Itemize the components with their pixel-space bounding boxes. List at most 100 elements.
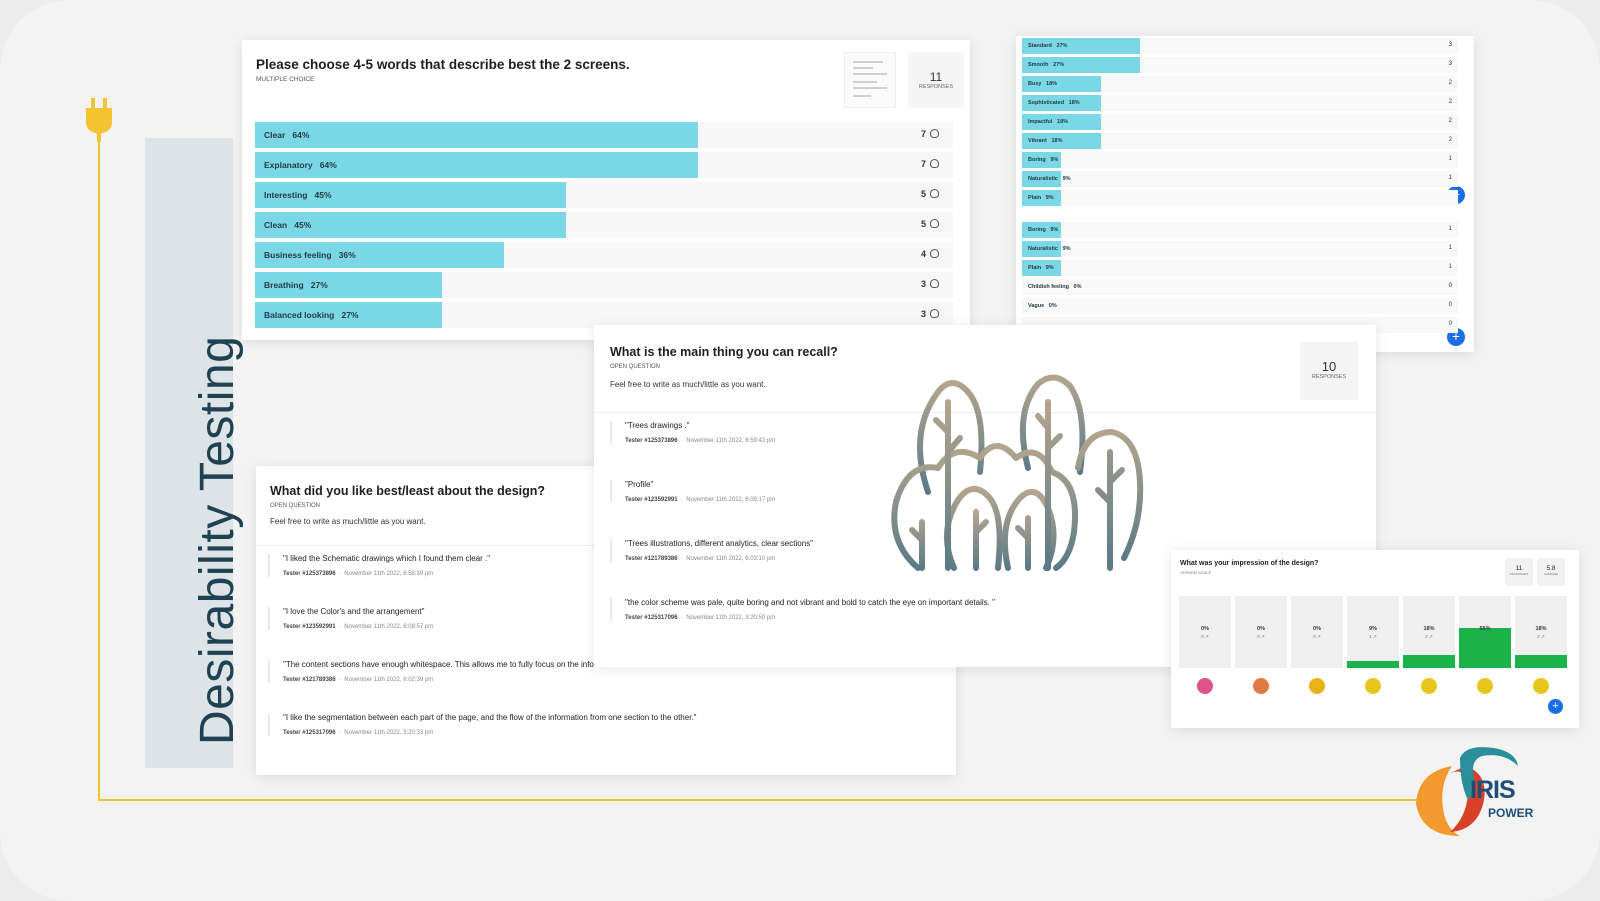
- answer-meta: Tester #121789386 · November 11th 2022, …: [625, 556, 776, 562]
- tester-id: Tester #125373896: [283, 571, 336, 577]
- choice-pct: 9%: [1050, 157, 1059, 163]
- choice-row: Vibrant 18% 2: [1022, 133, 1458, 149]
- choice-bar: [1022, 171, 1062, 187]
- person-icon: [930, 279, 939, 288]
- choice-label: Busy 18%: [1028, 81, 1057, 87]
- choice-text: Explanatory: [264, 160, 313, 170]
- choice-count: 2: [1449, 118, 1452, 124]
- tester-id: Tester #121789386: [283, 677, 336, 683]
- choice-count: 3: [1449, 42, 1452, 48]
- question-title: What did you like best/least about the d…: [270, 484, 546, 498]
- emoji-face-icon: [1253, 678, 1269, 694]
- tester-id: Tester #125317096: [625, 615, 678, 621]
- question-title: What was your impression of the design?: [1180, 560, 1319, 567]
- choice-count: 4: [921, 249, 939, 259]
- count-value: 1: [1448, 175, 1452, 181]
- choice-pct: 18%: [1057, 119, 1069, 125]
- choice-bar: [1022, 133, 1101, 149]
- choice-row: Balanced looking 27% 3: [255, 302, 953, 328]
- choice-pct: 45%: [314, 190, 332, 200]
- answer-date: November 11th 2022, 6:03:10 pm: [686, 556, 776, 562]
- choice-count: 7: [921, 129, 939, 139]
- tester-id: Tester #123592991: [625, 497, 678, 503]
- choice-count: 1: [1449, 226, 1452, 232]
- divider: [594, 412, 1376, 413]
- choice-pct: 18%: [1068, 100, 1080, 106]
- choice-row: Plain 9% 1: [1022, 260, 1458, 276]
- choice-count: 2: [1449, 99, 1452, 105]
- choice-label: Explanatory 64%: [264, 160, 337, 170]
- count-value: 3: [920, 279, 926, 289]
- choice-row: Childish feeling 0% 0: [1022, 279, 1458, 295]
- question-type: OPINION SCALE: [1180, 570, 1212, 575]
- choice-text: Busy: [1028, 81, 1042, 87]
- scale-column: 0% 0 ↗: [1179, 596, 1231, 668]
- choice-row: Interesting 45% 5: [255, 182, 953, 208]
- emoji-face-icon: [1365, 678, 1381, 694]
- choice-row: Impactful 18% 2: [1022, 114, 1458, 130]
- choice-pct: 18%: [1051, 138, 1063, 144]
- question-type: OPEN QUESTION: [610, 364, 661, 370]
- choice-row: Smooth 27% 3: [1022, 57, 1458, 73]
- answer-text: "The content sections have enough whites…: [283, 660, 626, 669]
- choice-bar: [255, 242, 505, 268]
- answer-date: November 11th 2022, 3:20:50 pm: [686, 615, 776, 621]
- scale-bar: [1347, 661, 1399, 668]
- answer-meta: Tester #123592991 · November 11th 2022, …: [625, 497, 776, 503]
- answer-item: "I liked the Schematic drawings which I …: [268, 554, 490, 577]
- emoji-face-icon: [1477, 678, 1493, 694]
- tester-id: Tester #123592991: [283, 624, 336, 630]
- scale-column: 9% 1 ↗: [1347, 596, 1399, 668]
- choice-label: Clean 45%: [264, 220, 311, 230]
- choice-pct: 64%: [319, 160, 337, 170]
- choice-label: Childish feeling 0%: [1028, 284, 1082, 290]
- scale-bar: [1403, 654, 1455, 668]
- person-icon: [930, 159, 939, 168]
- choice-row: Naturalistic 9% 1: [1022, 171, 1458, 187]
- choice-text: Boring: [1028, 157, 1046, 163]
- answer-meta: Tester #125373896 · November 11th 2022, …: [283, 571, 434, 577]
- choice-row: Vague 0% 0: [1022, 298, 1458, 314]
- choice-text: Interesting: [264, 190, 308, 200]
- choice-pct: 9%: [1045, 265, 1054, 271]
- count-value: 4: [920, 249, 926, 259]
- choice-bar: [255, 272, 442, 298]
- emoji-face-icon: [1533, 678, 1549, 694]
- choice-label: Breathing 27%: [264, 280, 328, 290]
- screen-thumbnail[interactable]: [844, 52, 896, 108]
- choice-bar: [255, 302, 442, 328]
- count-value: 1: [1448, 156, 1452, 162]
- emoji-face-icon: [1197, 678, 1213, 694]
- scale-bar: [1515, 654, 1567, 668]
- choice-row: Clean 45% 5: [255, 212, 953, 238]
- choice-text: Impactful: [1028, 119, 1053, 125]
- choice-pct: 0%: [1048, 303, 1057, 309]
- choice-row: Naturalistic 9% 1: [1022, 241, 1458, 257]
- answer-date: November 11th 2022, 6:59:43 pm: [686, 438, 776, 444]
- choice-text: Plain: [1028, 265, 1042, 271]
- count-value: 0: [1448, 302, 1452, 308]
- choice-row: Explanatory 64% 7: [255, 152, 953, 178]
- answer-date: November 11th 2022, 3:20:33 pm: [344, 730, 434, 736]
- scale-column: 0% 0 ↗: [1235, 596, 1287, 668]
- choice-text: Clean: [264, 220, 288, 230]
- answer-meta: Tester #125373896 · November 11th 2022, …: [625, 438, 776, 444]
- answer-text: "I like the segmentation between each pa…: [283, 713, 697, 722]
- answer-date: November 11th 2022, 6:58:39 pm: [344, 571, 434, 577]
- count-value: 7: [920, 129, 926, 139]
- count-value: 1: [1448, 226, 1452, 232]
- choice-row: Plain 9%: [1022, 190, 1458, 206]
- scale-count: 2 ↗: [1425, 634, 1433, 639]
- brand-sub: POWER: [1488, 806, 1534, 820]
- answer-meta: Tester #125317096 · November 11th 2022, …: [625, 615, 776, 621]
- choice-count: 0: [1449, 321, 1452, 327]
- count-value: 5: [920, 219, 926, 229]
- choice-row: Boring 9% 1: [1022, 152, 1458, 168]
- answer-item: "Trees drawings ." Tester #125373896 · No…: [610, 421, 775, 444]
- add-button[interactable]: +: [1548, 699, 1563, 714]
- answer-text: "Trees drawings .": [625, 421, 690, 430]
- choice-count: 7: [921, 159, 939, 169]
- scale-count: 0 ↗: [1257, 634, 1265, 639]
- count-value: 2: [1448, 137, 1452, 143]
- scale-column: 0% 0 ↗: [1291, 596, 1343, 668]
